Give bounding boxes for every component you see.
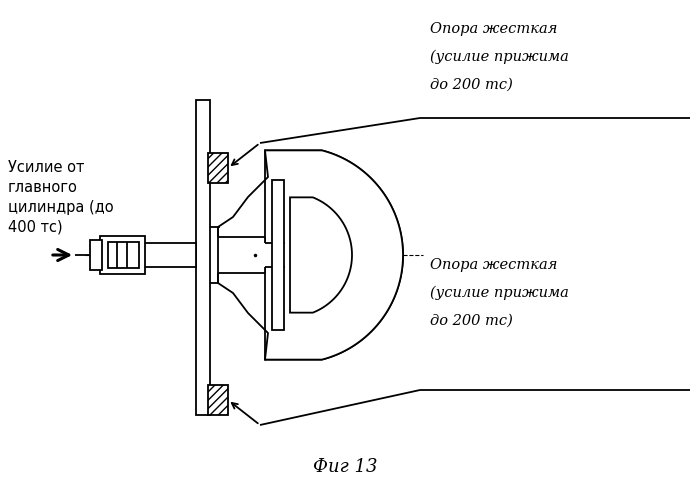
Bar: [265, 243, 287, 267]
Bar: [208, 385, 228, 415]
Text: Опора жесткая: Опора жесткая: [430, 258, 558, 272]
Text: (усилие прижима: (усилие прижима: [430, 286, 569, 300]
Polygon shape: [290, 198, 352, 312]
Text: (усилие прижима: (усилие прижима: [430, 50, 569, 64]
Polygon shape: [265, 150, 403, 360]
Bar: [108, 242, 139, 268]
Bar: [90, 240, 102, 270]
Text: до 200 тс): до 200 тс): [430, 314, 513, 328]
Text: Фиг 13: Фиг 13: [313, 458, 377, 476]
Bar: [210, 227, 218, 283]
Text: до 200 тс): до 200 тс): [430, 78, 513, 92]
Text: Усилие от
главного
цилиндра (до
400 тс): Усилие от главного цилиндра (до 400 тс): [8, 160, 114, 234]
Bar: [196, 100, 210, 415]
Bar: [100, 236, 145, 274]
Polygon shape: [218, 150, 268, 360]
Bar: [208, 153, 228, 183]
Text: Опора жесткая: Опора жесткая: [430, 22, 558, 36]
Bar: [218, 237, 265, 273]
Bar: [135, 243, 196, 267]
Bar: [272, 180, 284, 330]
